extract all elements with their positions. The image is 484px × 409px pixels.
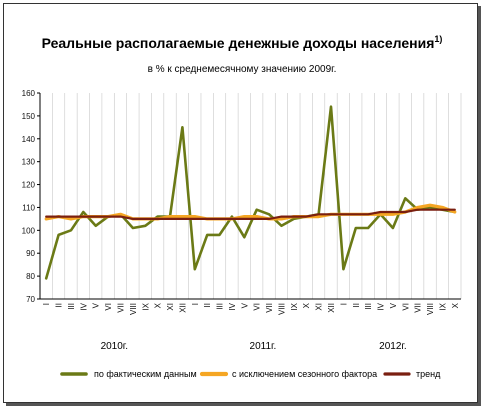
x-tick-label: V [389,302,398,308]
x-tick-label: III [216,303,225,310]
x-tick-label: VIII [277,303,286,315]
x-tick-label: VIII [129,303,138,315]
x-tick-label: V [92,302,101,308]
x-tick-label: II [203,303,212,307]
year-label: 2010г. [101,341,128,352]
year-label: 2011г. [250,341,277,352]
x-tick-label: VIII [426,303,435,315]
x-tick-label: IX [290,302,299,310]
x-tick-label: IV [228,302,237,310]
y-tick-label: 140 [22,135,36,144]
legend-label-3: тренд [416,369,441,379]
x-tick-label: XII [327,303,336,313]
chart-title-text: Реальные располагаемые денежные доходы н… [42,35,435,51]
x-tick-label: I [42,303,51,305]
legend-label-1: по фактическим данным [94,369,197,379]
x-tick-label: VII [116,303,125,313]
x-tick-label: IX [141,302,150,310]
legend-label-2: с исключением сезонного фактора [232,369,377,379]
x-tick-label: X [154,302,163,308]
x-tick-label: II [352,303,361,307]
chart-title-superscript: 1) [434,34,442,44]
chart-title: Реальные располагаемые денежные доходы н… [42,34,443,51]
y-tick-label: 100 [22,226,36,235]
x-tick-label: VII [265,303,274,313]
series-line-2 [44,203,457,221]
x-tick-label: XII [178,303,187,313]
series-line-3 [45,208,456,220]
y-tick-label: 110 [22,203,35,212]
x-tick-label: IV [79,302,88,310]
x-tick-label: IX [438,302,447,310]
x-tick-label: I [191,303,200,305]
x-tick-label: III [364,303,373,310]
x-tick-label: VI [253,303,262,311]
x-tick-label: I [339,303,348,305]
y-tick-label: 70 [26,295,35,304]
y-tick-label: 130 [22,158,36,167]
x-tick-label: X [451,302,460,308]
x-tick-label: VII [414,303,423,313]
y-tick-label: 80 [26,272,35,281]
x-tick-label: IV [377,302,386,310]
x-tick-label: VI [401,303,410,311]
x-tick-label: III [67,303,76,310]
chart-subtitle: в % к среднемесячному значению 2009г. [148,64,337,75]
x-tick-label: X [302,302,311,308]
x-tick-label: XI [315,303,324,311]
x-tick-label: V [240,302,249,308]
legend: по фактическим данным с исключением сезон… [60,369,441,379]
x-tick-label: II [55,303,64,307]
x-tick-label: XI [166,303,175,311]
year-label: 2012г. [379,341,406,352]
x-tick-label: VI [104,303,113,311]
y-tick-label: 120 [22,181,36,190]
y-tick-label: 160 [22,89,36,98]
y-tick-label: 150 [22,112,36,121]
y-tick-label: 90 [26,249,35,258]
